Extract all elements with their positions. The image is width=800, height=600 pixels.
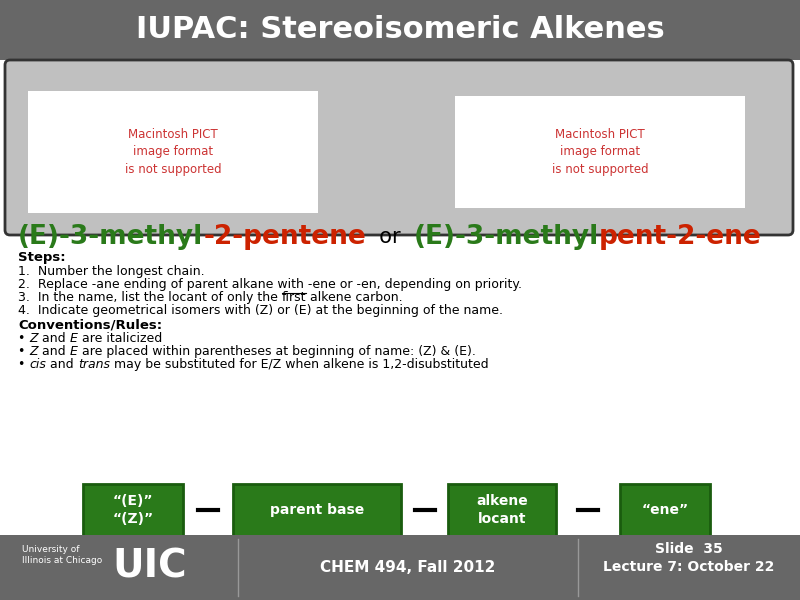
Bar <box>233 484 401 536</box>
FancyBboxPatch shape <box>5 60 793 235</box>
Text: alkene carbon.: alkene carbon. <box>306 291 403 304</box>
Text: E: E <box>70 332 78 345</box>
Text: Conventions/Rules:: Conventions/Rules: <box>18 319 162 332</box>
Text: 2.  Replace -ane ending of parent alkane with -ene or -en, depending on priority: 2. Replace -ane ending of parent alkane … <box>18 278 522 291</box>
Text: University of
Illinois at Chicago: University of Illinois at Chicago <box>22 545 102 565</box>
Text: Slide  35
Lecture 7: October 22: Slide 35 Lecture 7: October 22 <box>603 542 774 574</box>
Text: alkene
locant: alkene locant <box>476 494 528 526</box>
Text: and: and <box>38 345 70 358</box>
Text: pent-2-ene: pent-2-ene <box>599 224 762 250</box>
Text: •: • <box>18 358 30 371</box>
Bar <box>0 535 800 600</box>
Text: “ene”: “ene” <box>642 503 689 517</box>
Text: 4.  Indicate geometrical isomers with (Z) or (E) at the beginning of the name.: 4. Indicate geometrical isomers with (Z)… <box>18 304 503 317</box>
Text: “(E)”
“(Z)”: “(E)” “(Z)” <box>113 494 154 526</box>
Text: (E)-3-methyl: (E)-3-methyl <box>414 224 599 250</box>
Text: Macintosh PICT
image format
is not supported: Macintosh PICT image format is not suppo… <box>125 127 222 176</box>
Text: -2-pentene: -2-pentene <box>203 224 366 250</box>
Text: are italicized: are italicized <box>78 332 162 345</box>
Text: •: • <box>18 345 30 358</box>
Text: and: and <box>46 358 78 371</box>
Text: Z: Z <box>30 332 38 345</box>
Text: first: first <box>282 291 306 304</box>
Text: E: E <box>70 345 78 358</box>
Bar <box>448 484 556 536</box>
Bar <box>0 0 800 60</box>
Text: Macintosh PICT
image format
is not supported: Macintosh PICT image format is not suppo… <box>552 127 648 176</box>
Text: cis: cis <box>30 358 46 371</box>
Text: CHEM 494, Fall 2012: CHEM 494, Fall 2012 <box>320 559 496 575</box>
Bar <box>455 96 745 208</box>
Text: Steps:: Steps: <box>18 251 66 264</box>
Text: or: or <box>366 227 414 247</box>
Text: 3.  In the name, list the locant of only the: 3. In the name, list the locant of only … <box>18 291 282 304</box>
Text: UIC: UIC <box>112 548 186 586</box>
Text: IUPAC: Stereoisomeric Alkenes: IUPAC: Stereoisomeric Alkenes <box>136 16 664 44</box>
Bar <box>83 484 183 536</box>
Text: parent base: parent base <box>270 503 364 517</box>
Text: are placed within parentheses at beginning of name: (Z) & (E).: are placed within parentheses at beginni… <box>78 345 475 358</box>
Bar <box>28 91 318 213</box>
Text: Z: Z <box>30 345 38 358</box>
Text: •: • <box>18 332 30 345</box>
Text: and: and <box>38 332 70 345</box>
Text: 1.  Number the longest chain.: 1. Number the longest chain. <box>18 265 205 278</box>
Bar <box>620 484 710 536</box>
Text: may be substituted for E/Z when alkene is 1,2-disubstituted: may be substituted for E/Z when alkene i… <box>110 358 489 371</box>
Text: trans: trans <box>78 358 110 371</box>
Text: (E)-3-methyl: (E)-3-methyl <box>18 224 203 250</box>
